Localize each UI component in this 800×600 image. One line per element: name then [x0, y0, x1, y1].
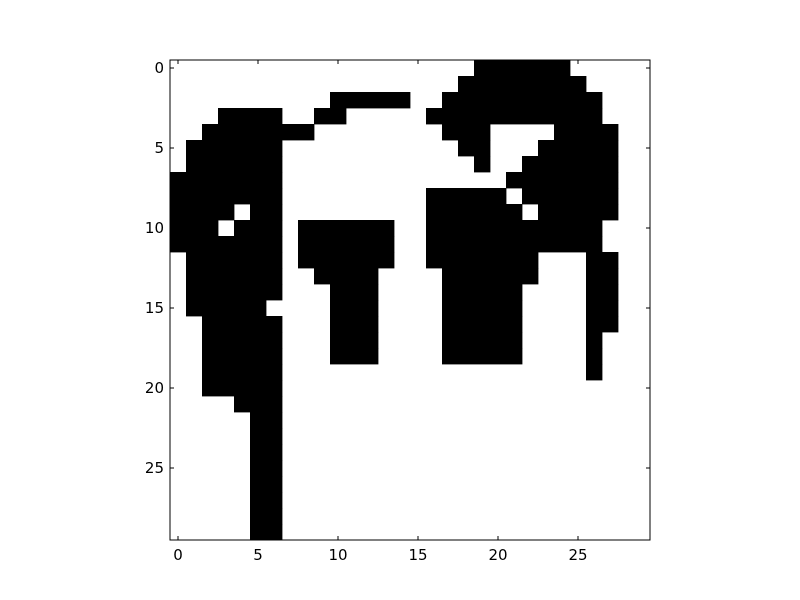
heatmap-cell-run	[170, 188, 283, 205]
heatmap-cell-run	[250, 508, 283, 525]
heatmap-cell-run	[234, 220, 283, 237]
heatmap-cell-run	[506, 172, 619, 189]
heatmap-cell-run	[170, 220, 219, 237]
heatmap-cell-run	[298, 220, 395, 237]
heatmap-cell-run	[234, 396, 283, 413]
heatmap-cell-run	[442, 92, 603, 109]
heatmap-cell-run	[250, 524, 283, 541]
heatmap-cell-run	[330, 332, 379, 349]
heatmap-cell-run	[202, 332, 283, 349]
heatmap-cell-run	[426, 236, 603, 253]
heatmap-cell-run	[170, 172, 283, 189]
plot-frame	[169, 59, 651, 541]
heatmap-cell-run	[442, 316, 523, 333]
x-tick-label: 15	[408, 546, 427, 564]
x-axis-ticks: 0 5 10 15 20 25	[173, 60, 588, 564]
heatmap-cell-run	[586, 252, 619, 269]
heatmap-cell-run	[586, 332, 603, 349]
heatmap-cell-run	[586, 348, 603, 365]
heatmap-cell-run	[186, 252, 283, 269]
heatmap-cell-run	[586, 316, 619, 333]
heatmap-cell-run	[202, 380, 283, 397]
x-tick-label: 5	[253, 546, 263, 564]
heatmap-cell-run	[170, 204, 235, 221]
heatmap-cell-run	[442, 124, 491, 141]
heatmap-cell-run	[298, 236, 395, 253]
heatmap-cell-run	[298, 252, 395, 269]
heatmap-cell-run	[442, 284, 523, 301]
heatmap-cell-run	[170, 236, 283, 253]
heatmap-cell-run	[426, 252, 539, 269]
heatmap-cell-run	[458, 76, 587, 93]
heatmap-cell-run	[186, 284, 283, 301]
heatmap-cell-run	[250, 444, 283, 461]
heatmap-cell-run	[458, 140, 491, 157]
heatmap-cell-run	[586, 300, 619, 317]
y-tick-label: 20	[145, 379, 164, 397]
heatmap-cell-run	[330, 300, 379, 317]
heatmap-cell-run	[330, 348, 379, 365]
heatmap-cell-run	[250, 412, 283, 429]
heatmap-cell-run	[522, 188, 619, 205]
x-tick-label: 0	[173, 546, 183, 564]
heatmap-cell-run	[186, 268, 283, 285]
heatmap-cell-run	[474, 60, 571, 77]
heatmap-cell-run	[426, 108, 603, 125]
heatmap-cell-run	[442, 348, 523, 365]
y-tick-label: 5	[154, 139, 164, 157]
heatmap-cell-run	[586, 284, 619, 301]
x-tick-label: 25	[568, 546, 587, 564]
heatmap-cell-run	[202, 316, 283, 333]
heatmap-cell-run	[186, 140, 283, 157]
heatmap-cell-run	[186, 156, 283, 173]
heatmap-cell-run	[330, 316, 379, 333]
heatmap-cell-run	[538, 140, 619, 157]
heatmap-cell-run	[250, 204, 283, 221]
x-tick-label: 20	[488, 546, 507, 564]
heatmap-cell-run	[442, 332, 523, 349]
heatmap-cells	[170, 60, 619, 541]
heatmap-cell-run	[186, 300, 267, 317]
y-tick-label: 10	[145, 219, 164, 237]
heatmap-cell-run	[218, 108, 283, 125]
heatmap-cell-run	[314, 108, 347, 125]
heatmap-cell-run	[202, 364, 283, 381]
y-tick-label: 0	[154, 59, 164, 77]
heatmap-cell-run	[202, 124, 315, 141]
heatmap-cell-run	[554, 124, 619, 141]
heatmap-cell-run	[538, 204, 619, 221]
heatmap-cell-run	[314, 268, 379, 285]
heatmap-cell-run	[250, 460, 283, 477]
heatmap-cell-run	[586, 364, 603, 381]
heatmap-cell-run	[250, 428, 283, 445]
heatmap-cell-run	[442, 268, 539, 285]
heatmap-cell-run	[426, 204, 523, 221]
heatmap-cell-run	[474, 156, 491, 173]
x-tick-label: 10	[328, 546, 347, 564]
heatmap-cell-run	[426, 188, 507, 205]
y-axis-ticks: 0 5 10 15 20 25	[145, 59, 650, 477]
heatmap-cell-run	[202, 348, 283, 365]
y-tick-label: 15	[145, 299, 164, 317]
heatmap-cell-run	[442, 300, 523, 317]
heatmap-cell-run	[250, 476, 283, 493]
heatmap-cell-run	[586, 268, 619, 285]
heatmap-cell-run	[330, 284, 379, 301]
heatmap-cell-run	[250, 492, 283, 509]
heatmap-cell-run	[522, 156, 619, 173]
heatmap-cell-run	[330, 92, 411, 109]
y-tick-label: 25	[145, 459, 164, 477]
heatmap-cell-run	[426, 220, 603, 237]
